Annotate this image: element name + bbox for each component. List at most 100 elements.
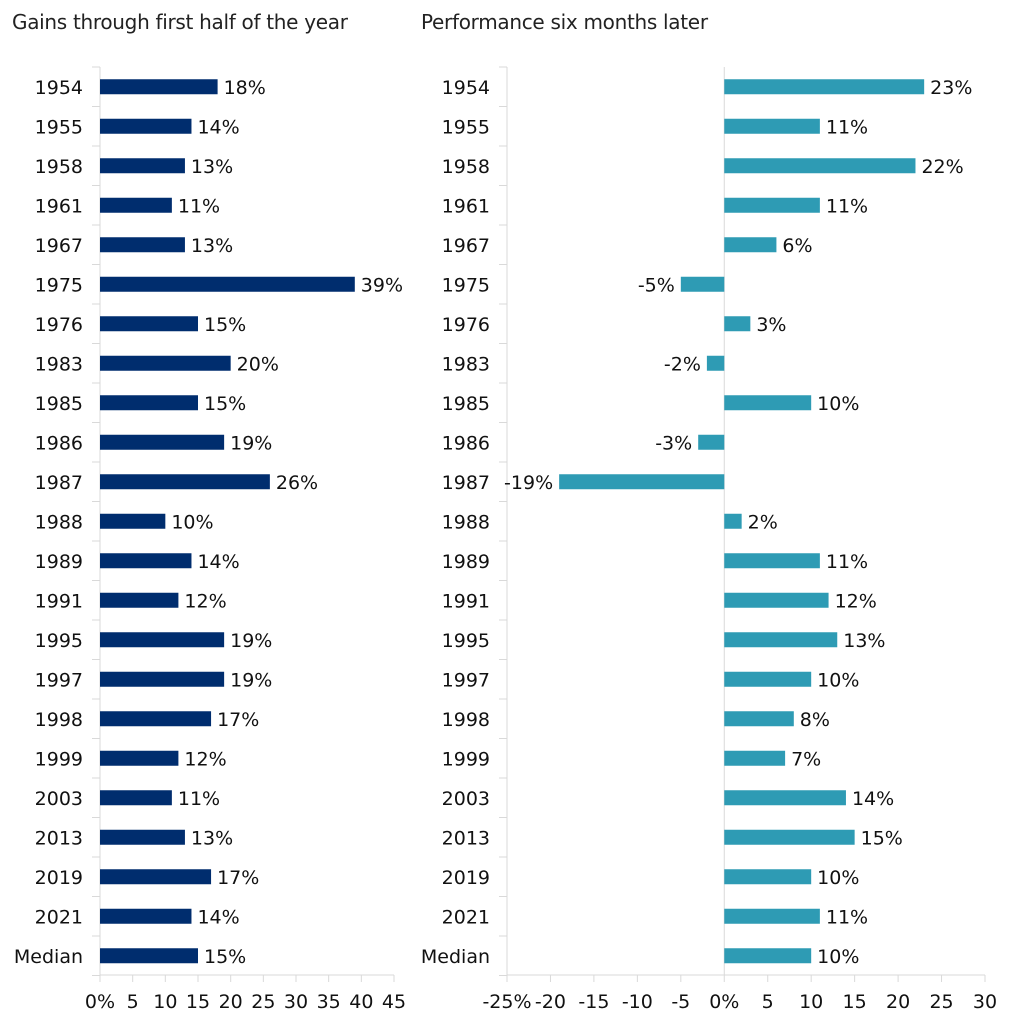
left-category-label: 1988	[35, 511, 83, 533]
right-data-label: 10%	[817, 669, 859, 691]
left-tick-label: 15	[186, 991, 210, 1013]
right-chart-title: Performance six months later	[421, 10, 708, 34]
right-category-label: 1999	[442, 748, 490, 770]
left-data-label: 18%	[224, 77, 266, 99]
right-bar	[724, 908, 820, 924]
left-category-label: 1976	[35, 314, 83, 336]
left-bar	[100, 553, 192, 569]
right-category-label: 1958	[442, 156, 490, 178]
left-data-label: 10%	[171, 511, 213, 533]
right-category-label: 2019	[442, 867, 490, 889]
right-bar	[698, 434, 725, 450]
right-data-label: -3%	[655, 432, 692, 454]
left-tick-label: 20	[219, 991, 243, 1013]
left-bar	[100, 434, 225, 450]
left-bar	[100, 592, 179, 608]
right-data-label: -5%	[638, 274, 675, 296]
right-category-label: 1955	[442, 116, 490, 138]
right-bar	[724, 711, 794, 727]
left-category-label: Median	[14, 946, 83, 968]
left-data-label: 14%	[197, 551, 239, 573]
left-data-label: 19%	[230, 669, 272, 691]
right-bar	[724, 790, 846, 806]
left-bar	[100, 118, 192, 134]
right-tick-label: -5	[671, 991, 690, 1013]
left-category-label: 2021	[35, 906, 83, 928]
left-tick-label: 35	[317, 991, 341, 1013]
left-bar	[100, 79, 218, 95]
left-data-label: 14%	[197, 116, 239, 138]
left-bar	[100, 316, 198, 332]
left-tick-label: 40	[349, 991, 373, 1013]
right-bar	[724, 671, 812, 687]
right-data-label: 2%	[748, 511, 778, 533]
right-category-label: 1976	[442, 314, 490, 336]
right-data-label: 10%	[817, 946, 859, 968]
left-data-label: 20%	[237, 353, 279, 375]
left-category-label: 1975	[35, 274, 83, 296]
right-data-label: 10%	[817, 393, 859, 415]
left-tick-label: 0%	[85, 991, 115, 1013]
right-data-label: 11%	[826, 551, 868, 573]
left-category-label: 1985	[35, 393, 83, 415]
right-bar	[724, 948, 812, 964]
right-bar	[724, 869, 812, 885]
left-category-label: 1991	[35, 590, 83, 612]
right-category-label: 2003	[442, 788, 490, 810]
left-category-label: 1961	[35, 195, 83, 217]
right-bar	[724, 118, 820, 134]
right-category-label: 1998	[442, 709, 490, 731]
right-bar	[680, 276, 725, 292]
right-bar	[724, 632, 838, 648]
right-category-label: 1995	[442, 630, 490, 652]
right-tick-label: 20	[886, 991, 910, 1013]
right-data-label: 23%	[930, 77, 972, 99]
right-category-label: 1986	[442, 432, 490, 454]
left-bar	[100, 790, 172, 806]
right-bar	[724, 553, 820, 569]
left-category-label: 1998	[35, 709, 83, 731]
right-data-label: 11%	[826, 195, 868, 217]
right-bar	[706, 355, 725, 371]
right-bar	[724, 395, 812, 411]
left-category-label: 1987	[35, 472, 83, 494]
right-tick-label: 5	[762, 991, 774, 1013]
right-data-label: 8%	[800, 709, 830, 731]
right-category-label: 1985	[442, 393, 490, 415]
left-bar	[100, 948, 198, 964]
left-category-label: 1995	[35, 630, 83, 652]
right-tick-label: 10	[799, 991, 823, 1013]
right-category-label: 1991	[442, 590, 490, 612]
right-bar	[559, 474, 725, 490]
left-bar	[100, 474, 270, 490]
left-bar	[100, 711, 212, 727]
right-bar	[724, 513, 742, 529]
right-category-label: 1983	[442, 353, 490, 375]
left-data-label: 12%	[184, 748, 226, 770]
left-bar	[100, 829, 185, 845]
left-category-label: 2019	[35, 867, 83, 889]
right-tick-label: 0%	[709, 991, 739, 1013]
right-bar	[724, 158, 916, 174]
right-tick-label: -15	[578, 991, 609, 1013]
left-tick-label: 45	[382, 991, 406, 1013]
left-bar	[100, 197, 172, 213]
right-tick-label: -25%	[482, 991, 531, 1013]
left-bar	[100, 276, 355, 292]
left-bar	[100, 355, 231, 371]
left-data-label: 14%	[197, 906, 239, 928]
right-data-label: 10%	[817, 867, 859, 889]
right-category-label: 1961	[442, 195, 490, 217]
left-category-label: 2013	[35, 827, 83, 849]
left-data-label: 19%	[230, 630, 272, 652]
left-category-label: 1958	[35, 156, 83, 178]
right-tick-label: 25	[929, 991, 953, 1013]
right-category-label: 1988	[442, 511, 490, 533]
right-data-label: 14%	[852, 788, 894, 810]
left-data-label: 17%	[217, 867, 259, 889]
right-data-label: 15%	[861, 827, 903, 849]
right-data-label: 3%	[756, 314, 786, 336]
right-category-label: 1975	[442, 274, 490, 296]
left-category-label: 1999	[35, 748, 83, 770]
